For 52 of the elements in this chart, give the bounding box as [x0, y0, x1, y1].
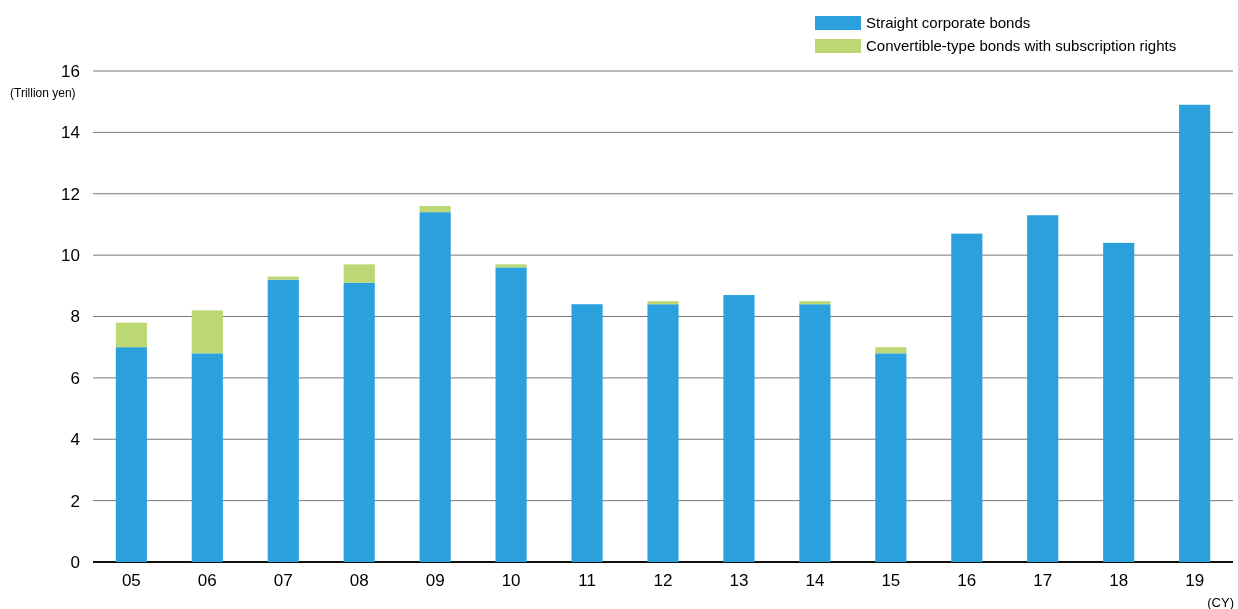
bar — [267, 279, 299, 562]
y-tick-label: 12 — [61, 184, 80, 204]
bar — [875, 353, 907, 562]
x-tick-label: 17 — [1033, 571, 1053, 590]
bar — [1179, 104, 1211, 562]
x-tick-label: 19 — [1185, 571, 1205, 590]
x-tick-label: 10 — [501, 571, 521, 590]
bar — [419, 206, 451, 213]
x-tick-label: 13 — [729, 571, 749, 590]
x-tick-label: 08 — [349, 571, 369, 590]
y-tick-label: 2 — [70, 491, 80, 511]
x-axis-title: (CY) — [1207, 595, 1234, 609]
y-tick-label: 0 — [70, 552, 80, 572]
x-tick-label: 07 — [273, 571, 293, 590]
y-tick-label: 4 — [70, 430, 80, 450]
x-tick-label: 12 — [653, 571, 673, 590]
y-tick-label: 10 — [61, 246, 80, 266]
bar — [419, 212, 451, 562]
y-tick-label: 6 — [70, 368, 80, 388]
bar — [115, 347, 147, 562]
bar — [647, 301, 679, 305]
x-tick-label: 18 — [1109, 571, 1129, 590]
bar — [723, 295, 755, 562]
x-tick-label: 09 — [425, 571, 445, 590]
y-axis-title: (Trillion yen) — [10, 86, 76, 100]
bar — [191, 353, 223, 562]
bar — [343, 282, 375, 562]
x-tick-label: 11 — [578, 571, 596, 590]
bar — [115, 322, 147, 348]
bar — [647, 304, 679, 562]
bar — [343, 264, 375, 283]
x-tick-label: 16 — [957, 571, 977, 590]
bar — [495, 264, 527, 268]
bar — [875, 347, 907, 354]
legend-label: Convertible-type bonds with subscription rights — [866, 37, 1177, 55]
bar — [495, 267, 527, 562]
y-tick-label: 16 — [61, 61, 80, 81]
bar — [951, 233, 983, 562]
bar — [571, 304, 603, 562]
x-tick-label: 06 — [197, 571, 217, 590]
bar — [799, 304, 831, 562]
y-tick-label: 8 — [70, 307, 80, 327]
bar — [799, 301, 831, 305]
bar — [1027, 215, 1059, 562]
x-tick-label: 05 — [121, 571, 141, 590]
y-tick-label: 14 — [61, 123, 80, 143]
x-tick-label: 15 — [881, 571, 901, 590]
bar — [191, 310, 223, 354]
x-tick-label: 14 — [805, 571, 825, 590]
bar — [267, 276, 299, 280]
bar — [1103, 242, 1135, 562]
legend-label: Straight corporate bonds — [866, 14, 1031, 32]
